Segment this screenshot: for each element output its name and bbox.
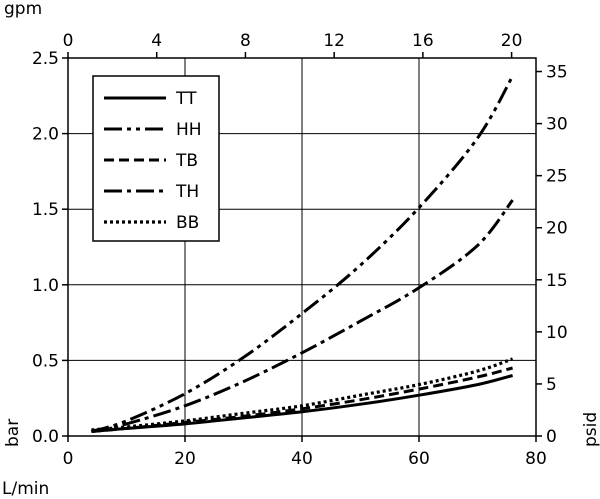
legend: TT HH TB TH BB: [92, 75, 220, 242]
y2-tick-label: 15: [546, 271, 568, 291]
legend-label-bb: BB: [176, 213, 199, 233]
y-tick-label: 0.5: [32, 351, 59, 371]
y-tick-label: 2.5: [32, 49, 59, 69]
x-tick-label: 80: [525, 449, 547, 469]
y2-tick-label: 30: [546, 115, 568, 135]
x-tick-label: 60: [408, 449, 430, 469]
x2-tick-label: 8: [240, 31, 251, 51]
y-tick-label: 1.0: [32, 276, 59, 296]
x-tick-label: 0: [63, 449, 74, 469]
y2-tick-label: 5: [546, 375, 557, 395]
y2-axis-label: psid: [581, 412, 600, 447]
y2-tick-label: 25: [546, 167, 568, 187]
ticks: [62, 52, 542, 442]
y-tick-label: 0.0: [32, 427, 59, 447]
x2-tick-label: 12: [323, 31, 345, 51]
legend-label-tb: TB: [175, 151, 198, 171]
x-tick-label: 40: [291, 449, 313, 469]
series-layer: [90, 75, 514, 433]
y2-tick-label: 20: [546, 219, 568, 239]
y2-tick-label: 10: [546, 323, 568, 343]
legend-label-hh: HH: [176, 120, 202, 140]
y-tick-label: 2.0: [32, 125, 59, 145]
x-tick-label: 20: [174, 449, 196, 469]
x2-tick-label: 0: [63, 31, 74, 51]
series-line-bb: [91, 357, 514, 432]
x-axis-label: L/min: [2, 479, 49, 499]
x2-tick-label: 4: [151, 31, 162, 51]
y-tick-label: 1.5: [32, 200, 59, 220]
x2-tick-label: 20: [501, 31, 523, 51]
series-line-th: [91, 199, 514, 433]
series-line-hh: [90, 75, 514, 433]
legend-items: TT HH TB TH BB: [104, 89, 202, 233]
y2-tick-label: 0: [546, 427, 557, 447]
y-axis-label: bar: [3, 419, 23, 447]
tick-labels: 0 20 40 60 800.00.51.01.52.02.50 4 8 12 16 200510…: [32, 31, 568, 469]
x2-axis-label: gpm: [4, 0, 42, 19]
legend-label-th: TH: [175, 182, 199, 202]
legend-label-tt: TT: [175, 89, 197, 109]
y2-tick-label: 35: [546, 63, 568, 83]
x2-tick-label: 16: [412, 31, 434, 51]
